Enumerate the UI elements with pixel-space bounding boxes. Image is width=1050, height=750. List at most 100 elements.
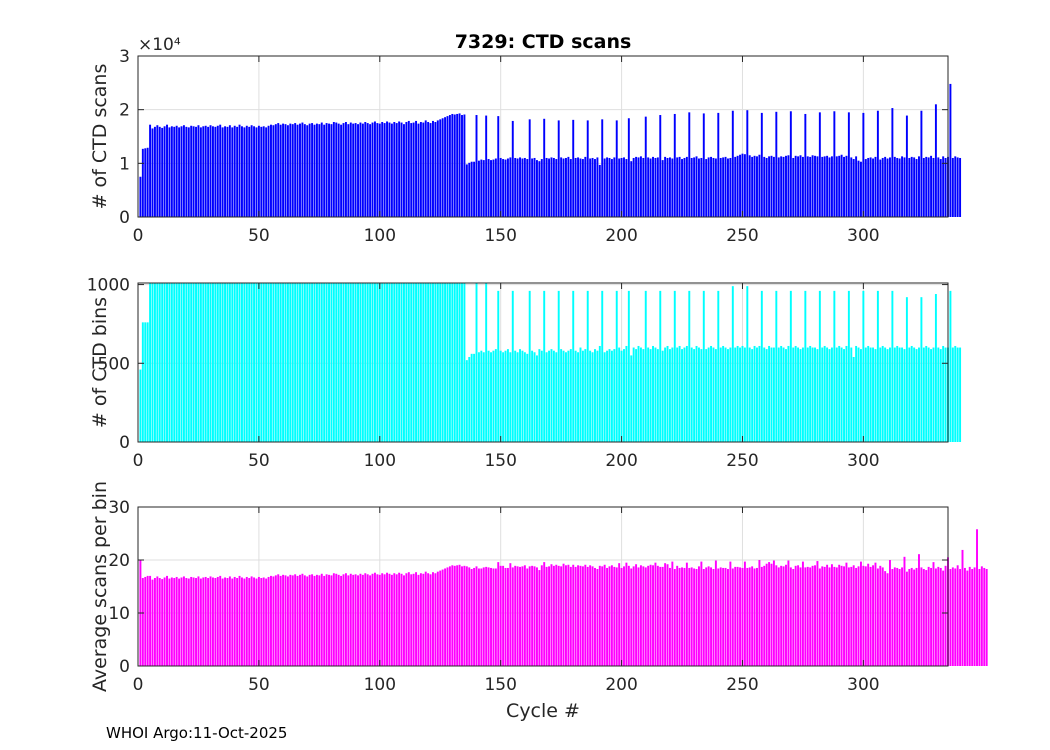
bar xyxy=(216,125,219,217)
bar xyxy=(712,347,715,442)
bar xyxy=(291,283,294,442)
bar xyxy=(864,566,867,666)
bar xyxy=(265,127,268,217)
bar xyxy=(400,122,403,217)
bar xyxy=(432,120,434,217)
bar xyxy=(236,283,239,442)
bar xyxy=(869,566,872,666)
bar xyxy=(847,567,850,666)
bar xyxy=(804,113,807,217)
bar xyxy=(956,157,959,217)
bar xyxy=(361,123,364,217)
bar xyxy=(429,123,432,217)
bar xyxy=(896,567,899,666)
bar xyxy=(448,283,451,442)
bar xyxy=(277,283,280,442)
bar xyxy=(337,283,340,442)
bar xyxy=(572,564,575,666)
bar xyxy=(574,566,577,666)
bar xyxy=(185,578,188,666)
bar xyxy=(673,113,676,217)
bar xyxy=(236,126,239,217)
bar xyxy=(942,345,945,442)
bar xyxy=(429,574,432,666)
bar xyxy=(485,566,488,666)
bar xyxy=(577,352,580,442)
bar xyxy=(780,345,783,442)
bar xyxy=(313,124,316,217)
bar xyxy=(349,283,352,442)
bar xyxy=(760,112,763,217)
bar xyxy=(971,569,974,666)
bar xyxy=(809,156,812,217)
bar xyxy=(468,356,471,442)
y-tick-label: 20 xyxy=(108,551,130,571)
bar xyxy=(214,578,217,666)
bar xyxy=(845,155,848,217)
bar xyxy=(412,573,415,666)
bar xyxy=(468,162,471,217)
bar xyxy=(569,566,572,666)
bar xyxy=(898,569,901,666)
bar xyxy=(318,575,321,666)
bar xyxy=(932,157,935,217)
bar xyxy=(477,160,480,217)
bar xyxy=(690,567,693,666)
bar xyxy=(847,112,850,217)
bar xyxy=(303,575,306,666)
bar xyxy=(470,569,473,666)
bar xyxy=(714,349,717,442)
bar xyxy=(410,123,413,217)
bar xyxy=(238,283,241,442)
bar xyxy=(465,566,468,666)
bar xyxy=(511,120,514,217)
bar xyxy=(896,345,899,442)
bar xyxy=(419,573,422,666)
bar xyxy=(424,571,427,666)
bar xyxy=(954,156,957,217)
bar xyxy=(925,570,928,666)
bar xyxy=(277,123,280,217)
bar xyxy=(615,567,618,666)
bar xyxy=(753,568,756,666)
bar xyxy=(386,121,389,217)
chart-2: 0 50 100 150 200 250 300 0 500 1000# of CTD bins xyxy=(87,276,962,471)
y-tick-label: 2 xyxy=(119,101,130,121)
bar xyxy=(248,578,251,666)
bar xyxy=(671,347,674,442)
bar xyxy=(376,283,379,442)
bar xyxy=(344,573,347,666)
bar xyxy=(359,573,362,666)
bar xyxy=(315,283,318,442)
x-tick-label: 300 xyxy=(847,226,879,246)
bar xyxy=(446,283,449,442)
bar xyxy=(893,156,896,217)
bar xyxy=(417,574,420,666)
bar xyxy=(753,345,756,442)
bar xyxy=(685,156,688,217)
bar xyxy=(867,157,870,217)
bar xyxy=(286,283,289,442)
bar xyxy=(985,569,988,666)
bar xyxy=(901,347,904,442)
bar xyxy=(893,567,896,666)
bar xyxy=(673,290,676,442)
x-tick-label: 300 xyxy=(847,675,879,695)
bar xyxy=(192,283,195,442)
x-tick-label: 250 xyxy=(726,451,758,471)
x-tick-label: 200 xyxy=(605,675,637,695)
bar xyxy=(688,112,691,217)
bar xyxy=(695,569,698,666)
bar xyxy=(601,290,604,442)
bar xyxy=(555,159,558,217)
bar xyxy=(490,160,492,217)
bar xyxy=(843,566,845,666)
bar xyxy=(739,567,742,666)
bar xyxy=(151,283,154,442)
bar xyxy=(383,283,386,442)
bar xyxy=(565,352,567,442)
bar xyxy=(221,283,224,442)
bar xyxy=(565,157,567,217)
bar xyxy=(465,360,468,442)
x-tick-label: 150 xyxy=(484,451,516,471)
